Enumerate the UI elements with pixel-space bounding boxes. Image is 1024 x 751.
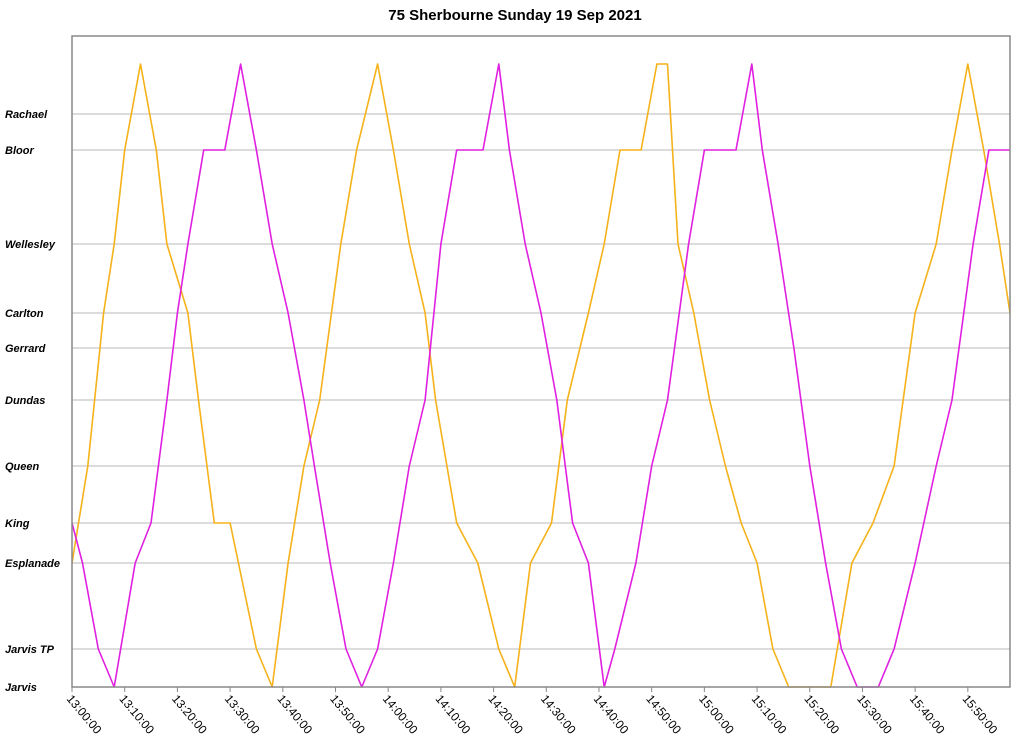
x-tick-label-15: 15:30:00 — [854, 692, 895, 737]
x-tick-label-2: 13:20:00 — [169, 692, 210, 737]
grid-lines — [72, 113, 1010, 650]
series-line-2 — [71, 63, 1010, 688]
series-lines — [71, 63, 1011, 688]
x-tick-label-11: 14:50:00 — [643, 692, 684, 737]
stop-label-dundas: Dundas — [5, 395, 45, 407]
x-tick-label-10: 14:40:00 — [591, 692, 632, 737]
x-tick-label-5: 13:50:00 — [327, 692, 368, 737]
x-tick-label-8: 14:20:00 — [485, 692, 526, 737]
stop-label-rachael: Rachael — [5, 109, 48, 121]
stop-label-gerrard: Gerrard — [5, 343, 46, 355]
plot-frame — [71, 35, 1011, 688]
series-line-1 — [71, 63, 1011, 688]
stop-label-queen: Queen — [5, 461, 40, 473]
stop-label-esplanade: Esplanade — [5, 558, 60, 570]
stop-label-wellesley: Wellesley — [5, 239, 56, 251]
stop-label-king: King — [5, 518, 30, 530]
x-tick-label-7: 14:10:00 — [433, 692, 474, 737]
x-tick-label-3: 13:30:00 — [222, 692, 263, 737]
stop-label-carlton: Carlton — [5, 308, 44, 320]
x-tick-label-1: 13:10:00 — [116, 692, 157, 737]
x-tick-label-9: 14:30:00 — [538, 692, 579, 737]
x-tick-label-6: 14:00:00 — [380, 692, 421, 737]
stop-label-bloor: Bloor — [5, 145, 34, 157]
x-tick-label-4: 13:40:00 — [274, 692, 315, 737]
stop-label-jarvis-tp: Jarvis TP — [5, 644, 55, 656]
x-tick-label-14: 15:20:00 — [801, 692, 842, 737]
stop-labels: Jarvis Jarvis TP Esplanade King Queen Dundas G… — [5, 109, 60, 694]
chart-title: 75 Sherbourne Sunday 19 Sep 2021 — [388, 7, 641, 24]
x-tick-label-16: 15:40:00 — [907, 692, 948, 737]
stop-label-jarvis: Jarvis — [5, 682, 37, 694]
x-tick-label-0: 13:00:00 — [64, 692, 105, 737]
x-tick-label-12: 15:00:00 — [696, 692, 737, 737]
time-axis: 13:00:00 13:10:00 13:20:00 13:30:00 13:40:00… — [64, 687, 1001, 737]
x-tick-label-17: 15:50:00 — [960, 692, 1001, 737]
x-tick-label-13: 15:10:00 — [749, 692, 790, 737]
